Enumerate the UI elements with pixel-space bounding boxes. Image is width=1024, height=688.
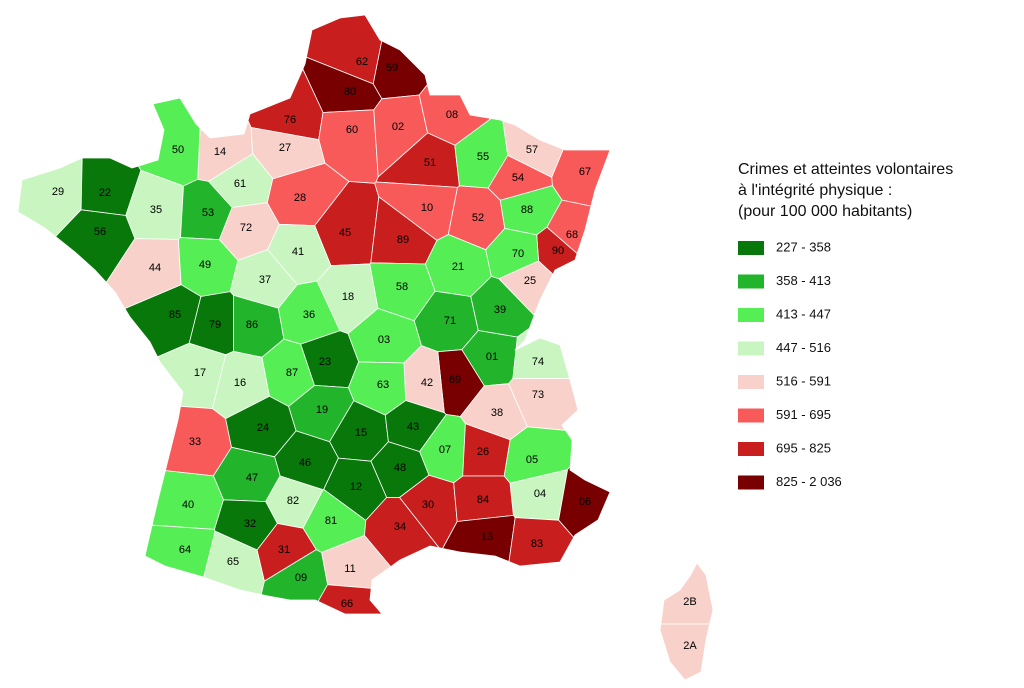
department — [55, 209, 136, 283]
department — [442, 515, 516, 562]
legend-title: Crimes et atteintes volontaires — [738, 161, 953, 178]
legend-swatch — [738, 408, 764, 423]
legend-label: 227 - 358 — [776, 239, 831, 254]
department — [144, 524, 216, 578]
legend-label: 591 - 695 — [776, 407, 831, 422]
department — [260, 549, 328, 602]
legend-swatch — [738, 341, 764, 356]
department — [372, 40, 428, 100]
department — [659, 623, 711, 681]
department — [151, 470, 224, 530]
department — [558, 465, 611, 538]
legend-title: à l'intégrité physique : — [738, 182, 892, 199]
legend-swatch — [738, 375, 764, 389]
department — [508, 517, 574, 567]
department — [660, 562, 714, 625]
legend-label: 695 - 825 — [776, 440, 831, 455]
department — [512, 328, 570, 379]
legend-label: 447 - 516 — [776, 340, 831, 355]
legend-label: 358 - 413 — [776, 273, 831, 288]
legend-label: 413 - 447 — [776, 306, 831, 321]
legend-swatch — [738, 442, 764, 456]
department — [453, 475, 514, 522]
legend-title: (pour 100 000 habitants) — [738, 203, 912, 220]
legend-label: 516 - 591 — [776, 373, 831, 388]
departments — [17, 14, 714, 681]
legend-swatch — [738, 308, 764, 322]
legend-swatch — [738, 274, 764, 289]
legend-label: 825 - 2 036 — [776, 474, 842, 489]
legend-swatch — [738, 241, 764, 255]
legend-swatch — [738, 475, 764, 490]
legend: Crimes et atteintes volontaires à l'intég… — [738, 161, 953, 490]
department — [317, 584, 383, 615]
